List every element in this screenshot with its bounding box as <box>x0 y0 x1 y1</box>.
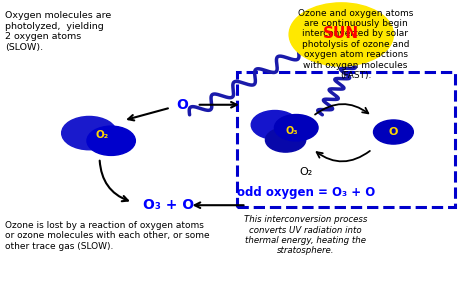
Bar <box>237 72 455 207</box>
Circle shape <box>289 3 393 66</box>
Text: O: O <box>389 127 398 137</box>
Text: odd oxygen = O₃ + O: odd oxygen = O₃ + O <box>237 186 375 199</box>
Circle shape <box>265 128 306 152</box>
Text: O₂: O₂ <box>299 167 312 177</box>
Circle shape <box>374 120 413 144</box>
Text: SUN: SUN <box>323 26 359 40</box>
Text: O₂: O₂ <box>95 131 109 140</box>
Circle shape <box>62 117 117 150</box>
Text: Ozone and oxygen atoms
are continuously begin
interconverted by solar
photolysis: Ozone and oxygen atoms are continuously … <box>298 9 413 80</box>
Text: Oxygen molecules are
photolyzed,  yielding
2 oxygen atoms
(SLOW).: Oxygen molecules are photolyzed, yieldin… <box>5 11 111 52</box>
Text: O₃ + O: O₃ + O <box>143 198 194 212</box>
Circle shape <box>251 110 299 139</box>
Text: O₃: O₃ <box>285 126 298 135</box>
Circle shape <box>274 115 318 141</box>
Text: Ozone is lost by a reaction of oxygen atoms
or ozone molecules with each other, : Ozone is lost by a reaction of oxygen at… <box>5 221 210 251</box>
Circle shape <box>87 126 136 155</box>
Text: O: O <box>176 98 189 112</box>
Text: This interconversion process
converts UV radiation into
thermal energy, heating : This interconversion process converts UV… <box>244 215 367 255</box>
